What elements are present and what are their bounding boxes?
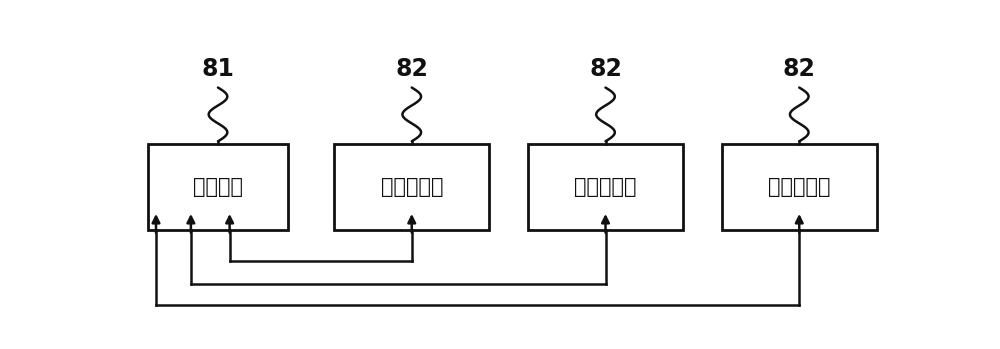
Text: 81: 81 xyxy=(202,57,234,81)
Text: 主感测器: 主感测器 xyxy=(193,177,243,197)
Text: 82: 82 xyxy=(783,57,816,81)
Bar xyxy=(334,144,489,230)
Text: 82: 82 xyxy=(589,57,622,81)
Bar xyxy=(528,144,683,230)
Text: 从属感测器: 从属感测器 xyxy=(380,177,443,197)
Text: 82: 82 xyxy=(395,57,428,81)
Text: 从属感测器: 从属感测器 xyxy=(768,177,830,197)
Bar xyxy=(148,144,288,230)
Bar xyxy=(722,144,877,230)
Text: 从属感测器: 从属感测器 xyxy=(574,177,637,197)
